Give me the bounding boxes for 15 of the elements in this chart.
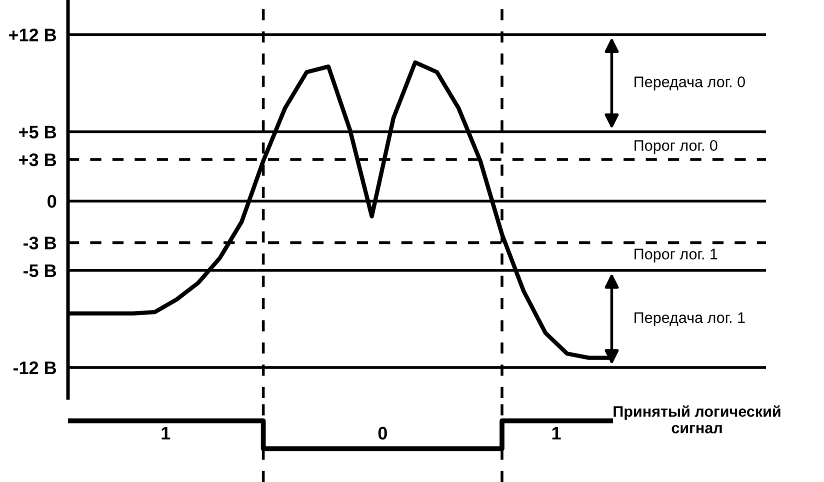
y-tick-label: +3 В	[19, 153, 56, 166]
y-tick-label: -12 В	[13, 361, 56, 374]
text: Передача лог. 1	[634, 312, 745, 326]
annotation: 0	[378, 426, 387, 440]
y-tick-label: +12 В	[8, 28, 56, 42]
ref-line-label: Порог лог. 1	[634, 248, 718, 262]
y-tick-label: +5 В	[19, 126, 56, 138]
annotation: 1	[552, 426, 561, 440]
annotation: 1	[162, 426, 170, 440]
y-tick-label: -5 В	[23, 264, 56, 278]
y-tick-label: 0	[48, 195, 56, 208]
ref-line-label: Порог лог. 0	[634, 140, 718, 154]
y-tick-label: -3 В	[23, 236, 56, 250]
series-label: Принятый логический сигнал	[614, 405, 780, 434]
text: Передача лог. 0	[634, 76, 745, 90]
